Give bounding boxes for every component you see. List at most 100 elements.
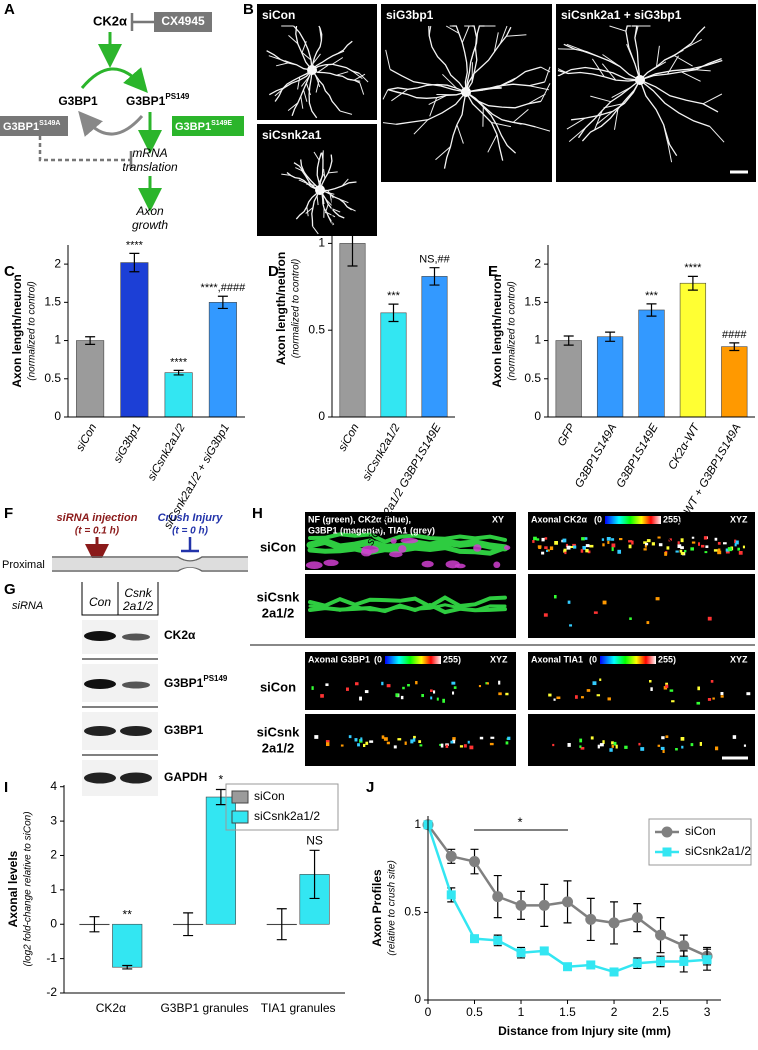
bar bbox=[208, 302, 237, 418]
error-bar bbox=[646, 303, 657, 317]
x-tick-label: siCon bbox=[74, 422, 99, 453]
signal-dot bbox=[602, 600, 607, 605]
panel-label: E bbox=[488, 263, 498, 280]
neurite bbox=[385, 49, 391, 70]
y-tick-label: 0.5 bbox=[308, 322, 325, 336]
error-bar bbox=[122, 964, 133, 970]
fiber bbox=[308, 603, 507, 612]
heatmap-title: Axonal CK2α bbox=[531, 514, 588, 524]
label-base: G3BP1 bbox=[126, 94, 166, 108]
signal-dot bbox=[602, 543, 605, 547]
signal-dot bbox=[363, 743, 366, 747]
neurite bbox=[465, 91, 542, 109]
granule bbox=[323, 559, 339, 567]
axon-images: siCon siCsnk 2a1/2 siCon siCsnk 2a1/2 NF… bbox=[250, 512, 755, 766]
y-axis-title: Axon length/neuron bbox=[490, 274, 504, 387]
neurite bbox=[326, 211, 336, 218]
marker bbox=[609, 967, 619, 977]
neurite bbox=[293, 25, 313, 71]
error-bar bbox=[563, 335, 574, 346]
y-tick-label: 0.5 bbox=[524, 371, 541, 385]
neurite bbox=[709, 126, 725, 143]
neurite bbox=[465, 81, 545, 93]
bar bbox=[120, 262, 149, 418]
y-tick-label: 0.5 bbox=[44, 371, 61, 385]
neurite bbox=[581, 79, 641, 142]
significance-label: * bbox=[517, 814, 522, 829]
signal-dot bbox=[646, 539, 651, 543]
x-tick-label: CK2α bbox=[96, 1001, 126, 1015]
signal-dot bbox=[581, 537, 585, 541]
marker bbox=[608, 917, 620, 929]
neurite bbox=[359, 82, 365, 95]
signal-dot bbox=[619, 538, 623, 541]
y-tick-label: 1 bbox=[414, 817, 421, 831]
arrow bbox=[80, 67, 148, 94]
signal-dot bbox=[585, 549, 589, 553]
significance-label: ****,#### bbox=[201, 282, 247, 294]
significance-label: *** bbox=[387, 290, 401, 302]
signal-dot bbox=[586, 689, 591, 692]
signal-dot bbox=[395, 693, 399, 697]
signal-dot bbox=[649, 680, 652, 683]
neurite bbox=[590, 95, 611, 103]
signal-dot bbox=[567, 743, 571, 747]
signal-dot bbox=[737, 547, 740, 551]
signal-dot bbox=[746, 692, 751, 696]
signal-dot bbox=[430, 696, 433, 700]
panel-label: G bbox=[4, 581, 16, 598]
label-base: G3BP1 bbox=[164, 676, 204, 690]
error-bar bbox=[215, 788, 226, 806]
signal-dot bbox=[393, 745, 397, 749]
scale-min: (0 bbox=[589, 654, 597, 664]
signal-dot bbox=[665, 735, 669, 739]
signal-dot bbox=[658, 543, 663, 547]
neurite bbox=[317, 64, 329, 73]
marker bbox=[469, 856, 481, 868]
marker bbox=[586, 960, 596, 970]
signal-dot bbox=[611, 538, 615, 541]
y-tick-label: 0 bbox=[414, 992, 421, 1006]
signal-dot bbox=[728, 548, 733, 552]
stain-legend: G3BP1 (magenta), TIA1 (grey) bbox=[308, 525, 435, 535]
marker bbox=[702, 955, 712, 965]
signal-dot bbox=[445, 744, 449, 748]
x-tick-label: 0.5 bbox=[466, 1005, 483, 1019]
neurite bbox=[465, 26, 512, 93]
neurite bbox=[456, 124, 464, 144]
neurite bbox=[286, 171, 321, 191]
x-tick-label: TIA1 granules bbox=[261, 1001, 336, 1015]
marker bbox=[470, 934, 480, 944]
panel-label: J bbox=[366, 779, 374, 796]
signal-dot bbox=[628, 544, 632, 549]
injury-schematic: siRNA injection (t = 0.1 h) Crush Injury… bbox=[2, 512, 248, 572]
marker bbox=[655, 929, 667, 941]
neurite bbox=[274, 69, 313, 102]
marker bbox=[585, 913, 597, 925]
inhibition bbox=[38, 136, 130, 162]
significance-label: NS,## bbox=[419, 254, 450, 266]
neurite bbox=[428, 94, 447, 106]
event-label: Crush Injury bbox=[158, 512, 224, 524]
signal-dot bbox=[415, 681, 418, 685]
signal-dot bbox=[581, 696, 584, 699]
signal-dot bbox=[611, 745, 614, 748]
neurite bbox=[358, 72, 369, 83]
signal-dot bbox=[743, 744, 747, 747]
signal-dot bbox=[359, 696, 362, 701]
y-tick-label: 1 bbox=[54, 333, 61, 347]
signal-dot bbox=[713, 549, 718, 552]
image-label: siCon bbox=[262, 8, 295, 22]
signal-dot bbox=[479, 736, 484, 740]
neurite bbox=[387, 88, 467, 99]
signal-dot bbox=[320, 694, 324, 698]
neurite bbox=[639, 59, 723, 81]
row-label: 2a1/2 bbox=[262, 740, 295, 755]
granule bbox=[400, 537, 419, 544]
neurite bbox=[328, 171, 338, 174]
neurite bbox=[639, 26, 706, 81]
mutant-label: G3BP1S149E bbox=[175, 120, 232, 133]
signal-dot bbox=[452, 691, 455, 695]
neurite bbox=[297, 77, 301, 90]
neurite bbox=[266, 50, 313, 71]
